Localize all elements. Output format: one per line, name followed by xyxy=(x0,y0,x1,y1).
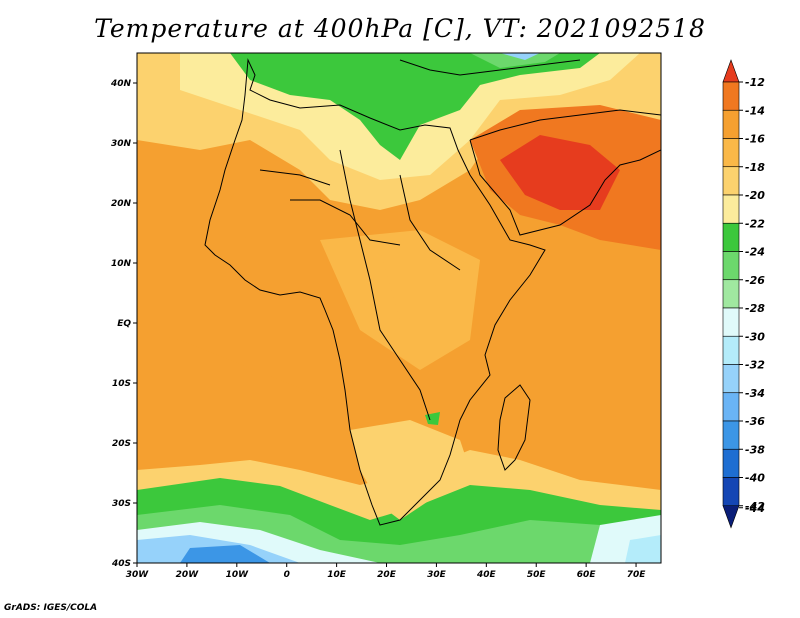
lat-tick-label: 40S xyxy=(111,559,131,569)
colorbar-swatch xyxy=(722,448,740,478)
lat-tick-label: 40N xyxy=(110,79,132,89)
colorbar-swatch xyxy=(722,109,740,139)
colorbar-bottom-arrow xyxy=(722,505,740,529)
colorbar-label: -26 xyxy=(745,274,765,287)
colorbar-label: -12 xyxy=(745,76,765,89)
colorbar-label: -32 xyxy=(745,359,765,372)
colorbar-label: -22 xyxy=(745,217,765,230)
lon-tick-label: 20E xyxy=(377,570,397,580)
lat-tick-label: 20S xyxy=(112,439,131,449)
colorbar-swatch xyxy=(722,307,740,337)
colorbar-swatch xyxy=(722,138,740,168)
colorbar-label: -16 xyxy=(745,133,765,146)
colorbar-label: -14 xyxy=(745,104,765,117)
chart-title: Temperature at 400hPa [C], VT: 202109251… xyxy=(94,14,706,43)
colorbar-label: -42 xyxy=(745,500,765,513)
lon-tick-label: 70E xyxy=(627,570,647,580)
lat-tick-label: EQ xyxy=(117,319,131,329)
colorbar-swatch xyxy=(722,420,740,450)
colorbar-swatch xyxy=(722,222,740,252)
temperature-field xyxy=(137,53,661,563)
lon-tick-label: 10W xyxy=(226,570,250,580)
colorbar-swatch xyxy=(722,364,740,394)
colorbar-swatch xyxy=(722,81,740,111)
footer-credit: GrADS: IGES/COLA xyxy=(4,603,98,613)
lon-tick-label: 50E xyxy=(527,570,547,580)
colorbar-label: -34 xyxy=(745,387,765,400)
colorbar-label: -20 xyxy=(745,189,765,202)
lon-tick-label: 20W xyxy=(176,570,200,580)
lon-tick-label: 30E xyxy=(427,570,447,580)
lat-tick-label: 10S xyxy=(112,379,131,389)
colorbar-label: -18 xyxy=(745,161,765,174)
map-frame xyxy=(136,52,662,564)
colorbar: -12 -14 -16 -18 -20 -22 -24 -26 -28 -30 -32 -34 -36 -… xyxy=(722,59,765,529)
colorbar-label: -30 xyxy=(745,330,765,343)
lon-tick-label: 0 xyxy=(284,570,290,580)
colorbar-swatch xyxy=(722,335,740,365)
colorbar-label: -44 xyxy=(745,502,765,515)
lat-tick-label: 30S xyxy=(112,499,131,509)
lon-tick-label: 40E xyxy=(476,570,497,580)
colorbar-swatch xyxy=(722,392,740,422)
colorbar-label: -24 xyxy=(745,246,765,259)
lat-tick-label: 10N xyxy=(111,259,132,269)
lon-tick-label: 30W xyxy=(126,570,150,580)
colorbar-swatch xyxy=(722,477,740,507)
colorbar-label: -36 xyxy=(745,415,765,428)
colorbar-swatch xyxy=(722,279,740,309)
lon-tick-label: 60E xyxy=(577,570,597,580)
colorbar-top-arrow xyxy=(722,59,740,83)
colorbar-label: -28 xyxy=(745,302,765,315)
colorbar-swatch xyxy=(722,194,740,224)
lat-tick-label: 30N xyxy=(111,139,132,149)
colorbar-label: -40 xyxy=(745,472,765,485)
lat-tick-label: 20N xyxy=(111,199,132,209)
colorbar-label: -38 xyxy=(745,443,765,456)
colorbar-swatch xyxy=(722,166,740,196)
lon-tick-label: 10E xyxy=(327,570,347,580)
coastlines xyxy=(204,58,661,526)
colorbar-swatch xyxy=(722,251,740,281)
